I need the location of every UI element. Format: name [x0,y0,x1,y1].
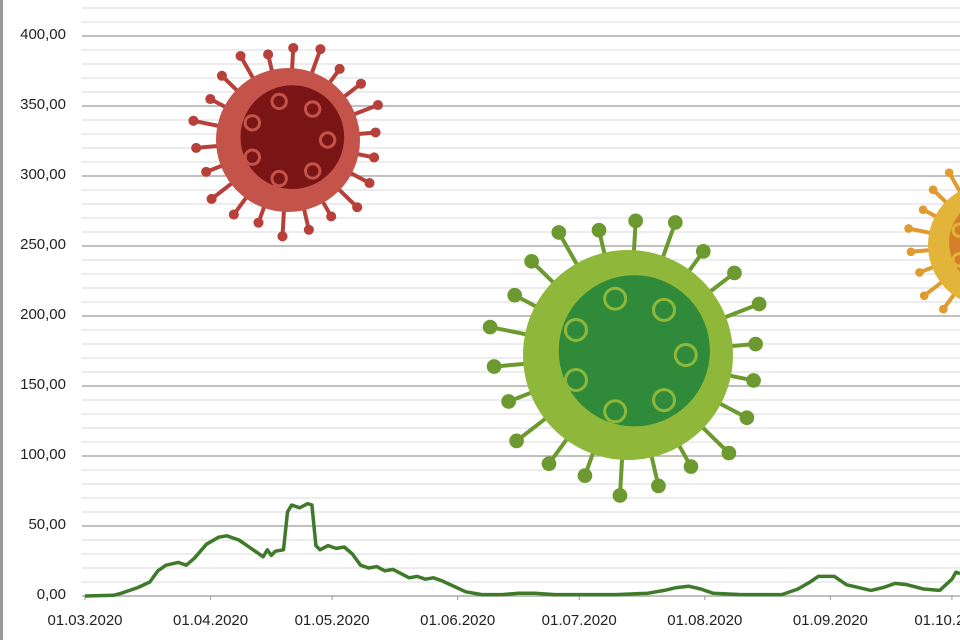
virus-spike-head [369,152,380,163]
y-tick-label: 250,00 [20,236,66,253]
left-border [0,0,3,640]
virus-spot [563,368,588,393]
virus-spike-head [355,78,367,89]
virus-spike-head [906,247,916,257]
virus-spike-head [727,265,742,281]
virus-spike-head [524,253,539,269]
virus-spot [243,114,262,132]
virus-spot [603,286,628,311]
virus-spike-head [372,99,383,111]
virus-spike-head [651,478,666,494]
virus-core [558,275,710,427]
virus-spike-head [904,224,913,233]
virus-spike-head [364,177,375,189]
virus-spike-head [919,291,929,301]
virus-spike-head [509,433,524,449]
virus-spike-head [944,168,954,177]
virus-spike-head [263,49,274,60]
decorations [188,42,960,503]
virus-spot [243,148,262,166]
y-tick-label: 300,00 [20,166,66,183]
virus-spike-head [667,215,683,230]
y-tick-label: 50,00 [28,516,66,533]
virus-core [949,213,960,272]
virus-spike-head [721,445,737,461]
virus-spike-head [541,456,557,472]
data-line [84,501,960,598]
virus-spike-head [501,394,516,409]
y-tick-label: 100,00 [20,446,66,463]
virus-spike-head [939,304,948,314]
virus-spot [951,252,960,268]
y-tick-label: 400,00 [20,26,66,43]
virus-spike-head [507,287,523,303]
virus-spot [270,169,288,188]
y-tick-label: 350,00 [20,96,66,113]
virus-icon [482,213,767,503]
virus-spike-head [205,93,216,105]
virus-spike-head [228,209,239,220]
virus-spike-head [315,44,326,55]
virus-spike-head [751,296,767,312]
virus-spike-head [370,127,381,138]
virus-spike-head [591,222,607,238]
virus-spike-head [746,373,761,388]
virus-spike-head [352,202,363,213]
virus-spot [673,343,698,367]
virus-spike-head [216,70,227,81]
virus-spike-head [191,142,202,153]
virus-spike-head [482,319,498,335]
x-tick-label: 01.10.2020 [914,612,960,629]
virus-spike-head [918,205,928,215]
virus-spike-head [628,213,644,229]
virus-spike-head [188,115,199,126]
virus-spike-head [201,166,212,177]
virus-spike-head [612,488,628,503]
virus-spot [303,162,322,180]
x-tick-label: 01.08.2020 [667,612,742,629]
virus-spike-head [334,63,345,74]
virus-spike-head [915,268,924,277]
x-tick-label: 01.03.2020 [47,612,122,629]
x-tick-label: 01.05.2020 [295,612,370,629]
virus-spike-head [683,459,699,474]
grid [82,7,960,597]
x-tick-label: 01.06.2020 [420,612,495,629]
virus-spot [951,222,960,238]
virus-spike-head [253,217,264,228]
virus-spot [270,92,288,111]
virus-icon [904,168,960,314]
y-tick-label: 150,00 [20,376,66,393]
plot: 0,00 50,00 100,00 150,00 200,00 250,00 300,00 3… [20,26,960,629]
virus-spot [652,297,677,322]
y-tick-label: 200,00 [20,306,66,323]
x-tick-label: 01.09.2020 [793,612,868,629]
virus-spike-head [486,359,502,374]
virus-spike-head [288,42,299,54]
virus-spike-head [235,50,246,62]
virus-spot [303,100,322,118]
virus-core [240,85,345,189]
virus-spot [603,399,628,424]
virus-spike-head [695,244,711,259]
x-tick-label: 01.04.2020 [173,612,248,629]
virus-spot [563,317,588,342]
virus-body [928,190,960,300]
virus-spike-head [739,410,755,426]
virus-spike-head [577,468,593,483]
virus-spot [652,388,677,413]
virus-spike-head [206,193,217,204]
virus-spike-head [551,225,567,240]
virus-icon [188,42,383,242]
virus-spike-head [277,231,288,242]
virus-spot [318,131,337,149]
virus-spike-head [748,336,763,352]
x-tick-label: 01.07.2020 [542,612,617,629]
y-tick-label: 0,00 [37,586,66,603]
virus-spike-head [928,185,938,195]
virus-spike [947,171,960,196]
virus-spike-head [303,224,314,235]
virus-spike-head [326,211,337,222]
